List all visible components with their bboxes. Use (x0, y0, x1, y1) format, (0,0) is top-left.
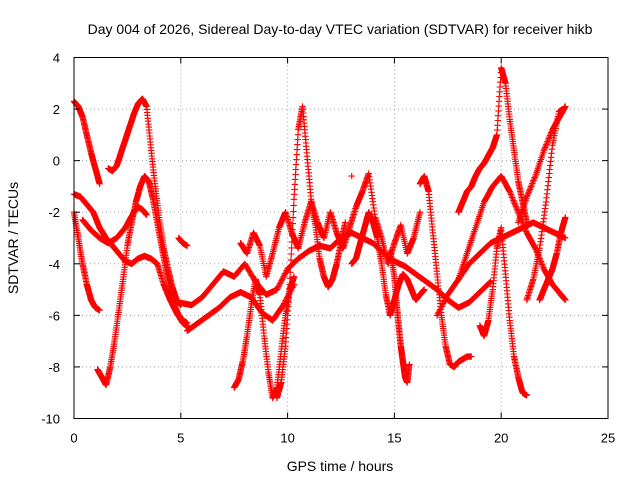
plus-markers (536, 214, 569, 304)
series-sat-b (70, 98, 103, 188)
plot-frame (73, 57, 609, 419)
series-sat-n (386, 247, 413, 386)
x-tick-label: 10 (280, 431, 294, 446)
series-sat-w (536, 214, 569, 304)
y-tick-label: -8 (48, 360, 60, 375)
plus-markers (237, 170, 424, 280)
series-sat-r (455, 172, 569, 304)
series-sat-v (523, 105, 567, 304)
plus-markers (386, 247, 413, 386)
plus-markers (455, 64, 530, 226)
series-sat-l (237, 170, 424, 280)
x-tick-label: 20 (494, 431, 508, 446)
plus-markers (416, 172, 475, 371)
y-tick-label: -6 (48, 308, 60, 323)
series-sat-t (476, 224, 530, 399)
plus-markers (105, 95, 184, 309)
x-tick-label: 15 (387, 431, 401, 446)
y-axis-ticks: -10 -8 -6 -4 -2 0 2 4 (41, 51, 608, 427)
x-tick-label: 5 (177, 431, 184, 446)
plus-markers (455, 172, 569, 304)
plus-markers (433, 219, 569, 319)
series-sat-u (515, 103, 569, 226)
y-tick-label: 0 (53, 154, 60, 169)
data-marks (70, 64, 569, 402)
chart-title: Day 004 of 2026, Sidereal Day-to-day VTE… (88, 21, 593, 37)
plus-markers (476, 224, 530, 399)
series-sat-g (175, 234, 191, 249)
plus-markers (94, 172, 191, 389)
x-tick-label: 25 (601, 431, 615, 446)
y-tick-label: -10 (41, 412, 60, 427)
series-sat-d (94, 172, 191, 389)
y-tick-label: 4 (53, 51, 60, 66)
y-axis-label: SDTVAR / TECUs (5, 182, 21, 294)
series-sat-p (416, 172, 475, 371)
y-tick-label: -4 (48, 257, 60, 272)
plus-markers (70, 98, 103, 188)
series-sat-m (348, 209, 428, 319)
plus-markers (184, 281, 298, 334)
plus-markers (523, 105, 567, 304)
x-axis-label: GPS time / hours (287, 458, 394, 474)
series-sat-q (433, 219, 569, 319)
series-sat-f (79, 203, 150, 247)
x-tick-label: 0 (70, 431, 77, 446)
series-sat-e (105, 95, 184, 309)
plus-markers (515, 103, 569, 226)
plus-markers (79, 203, 150, 247)
plus-markers (348, 172, 355, 180)
y-tick-label: 2 (53, 102, 60, 117)
plus-markers (175, 234, 191, 249)
plus-markers (348, 209, 428, 319)
series-sat-o (348, 172, 355, 180)
series-sat-s (455, 64, 530, 226)
series-sat-i (184, 281, 298, 334)
x-axis-ticks: 0 5 10 15 20 25 (70, 57, 615, 446)
y-tick-label: -2 (48, 205, 60, 220)
